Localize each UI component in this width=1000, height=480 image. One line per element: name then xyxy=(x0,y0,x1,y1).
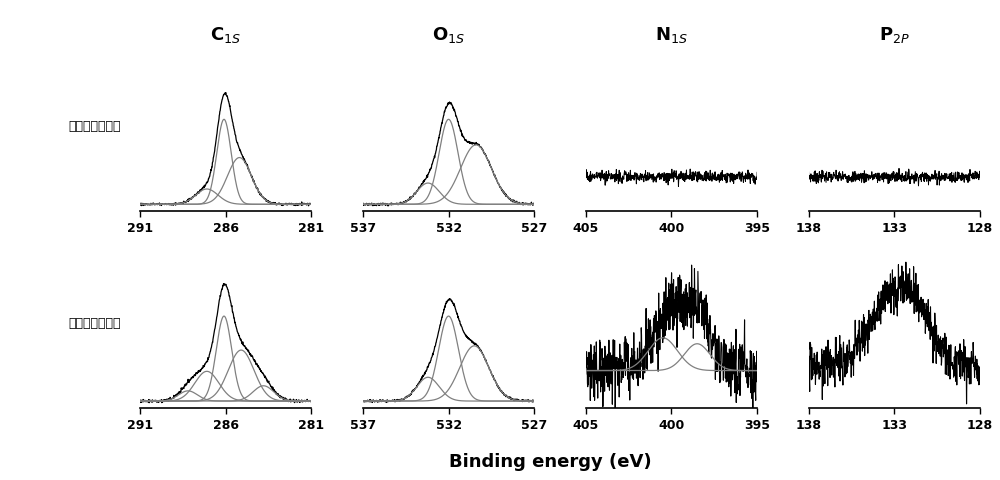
Title: P$_{2P}$: P$_{2P}$ xyxy=(879,24,910,45)
Text: 改性前聚碳酸酯: 改性前聚碳酸酯 xyxy=(68,120,121,133)
Title: N$_{1S}$: N$_{1S}$ xyxy=(655,24,688,45)
Text: 改性后聚碳酸酯: 改性后聚碳酸酯 xyxy=(68,316,121,329)
Title: C$_{1S}$: C$_{1S}$ xyxy=(210,24,241,45)
Text: Binding energy (eV): Binding energy (eV) xyxy=(449,453,651,470)
Title: O$_{1S}$: O$_{1S}$ xyxy=(432,24,465,45)
